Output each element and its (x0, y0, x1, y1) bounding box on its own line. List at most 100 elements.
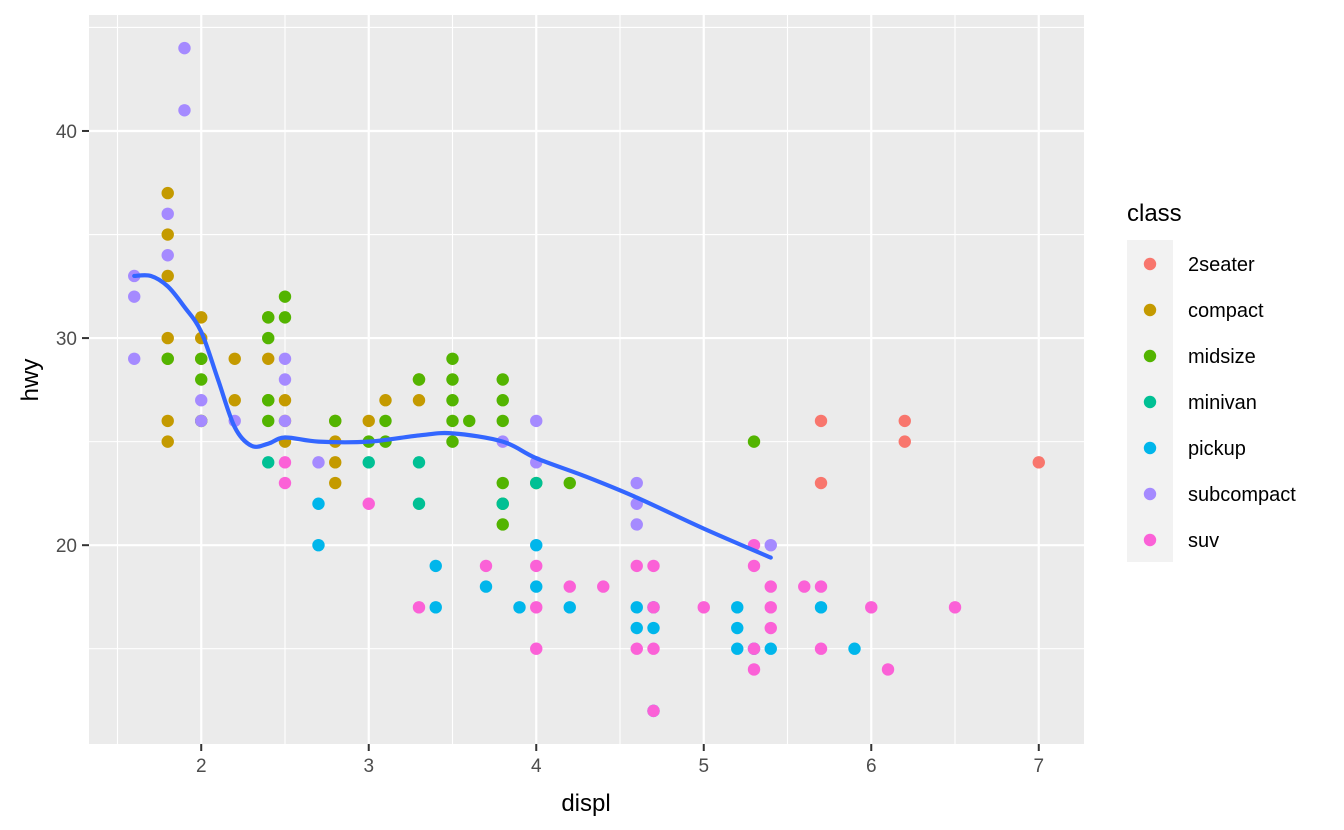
data-point-midsize (262, 414, 275, 428)
legend-key-minivan (1143, 395, 1157, 409)
data-point-suv (362, 497, 375, 510)
legend-title: class (1127, 200, 1182, 227)
data-point-midsize (278, 311, 292, 324)
data-point-compact (228, 352, 241, 365)
data-point-compact (161, 331, 174, 345)
data-point-pickup (848, 642, 861, 655)
data-point-subcompact (278, 352, 292, 365)
data-point-pickup (630, 621, 643, 635)
data-point-compact (278, 394, 292, 407)
legend-label-subcompact: subcompact (1188, 484, 1296, 506)
data-point-suv (278, 476, 292, 490)
data-point-subcompact (195, 414, 208, 428)
data-point-suv (764, 601, 777, 614)
data-point-pickup (630, 601, 643, 614)
data-point-midsize (412, 373, 426, 386)
data-point-pickup (731, 621, 744, 635)
data-point-midsize (496, 414, 509, 428)
minor-gridlines (89, 15, 1084, 744)
x-tick-label: 7 (1033, 756, 1044, 777)
data-point-suv (865, 601, 878, 614)
legend-label-minivan: minivan (1188, 392, 1257, 414)
y-tick-label: 20 (56, 536, 77, 557)
data-point-subcompact (530, 414, 543, 428)
data-point-subcompact (128, 352, 141, 365)
smooth-line-layer (132, 273, 773, 560)
data-point-midsize (563, 476, 576, 490)
data-point-compact (379, 394, 392, 407)
data-point-subcompact (178, 41, 191, 55)
data-point-subcompact (630, 476, 643, 490)
data-point-suv (814, 642, 828, 655)
data-point-pickup (479, 580, 493, 593)
data-point-midsize (446, 414, 459, 428)
y-axis: 20 30 40 (56, 122, 89, 557)
data-point-pickup (731, 642, 744, 655)
data-point-midsize (446, 373, 459, 386)
data-point-suv (647, 601, 660, 614)
data-point-midsize (195, 373, 208, 386)
data-point-compact (412, 394, 426, 407)
data-point-midsize (262, 311, 275, 324)
data-point-suv (630, 559, 643, 573)
data-point-compact (161, 228, 174, 241)
data-point-pickup (312, 538, 325, 552)
data-point-suv (530, 559, 543, 573)
data-point-subcompact (278, 414, 292, 428)
legend-label-pickup: pickup (1188, 438, 1246, 460)
data-point-compact (329, 476, 342, 490)
data-point-midsize (161, 352, 174, 365)
data-point-suv (412, 601, 426, 614)
data-point-minivan (412, 456, 426, 469)
legend: class 2seater compact midsize minivan pickup… (1127, 200, 1296, 562)
y-tick-label: 30 (56, 329, 77, 350)
data-point-pickup (731, 601, 744, 614)
data-point-subcompact (278, 373, 292, 386)
data-point-pickup (530, 580, 543, 593)
data-point-pickup (647, 621, 660, 635)
data-point-midsize (747, 435, 761, 448)
major-gridlines (89, 15, 1084, 744)
y-tick-label: 40 (56, 122, 77, 143)
data-point-minivan (262, 456, 275, 469)
data-point-suv (798, 580, 811, 593)
data-point-pickup (429, 601, 442, 614)
data-point-compact (228, 394, 241, 407)
data-point-suv (881, 663, 895, 676)
data-point-pickup (429, 559, 442, 573)
legend-key-midsize (1143, 349, 1157, 363)
data-point-subcompact (764, 538, 777, 552)
legend-label-midsize: midsize (1188, 346, 1256, 368)
data-point-compact (161, 414, 174, 428)
data-points (128, 41, 1045, 718)
data-point-suv (563, 580, 576, 593)
data-point-midsize (278, 290, 292, 303)
data-point-subcompact (161, 249, 174, 262)
data-point-midsize (463, 414, 476, 428)
data-point-suv (647, 559, 660, 573)
data-point-midsize (446, 394, 459, 407)
data-point-suv (764, 580, 777, 593)
data-point-suv (630, 642, 643, 655)
data-point-suv (530, 642, 543, 655)
data-point-suv (747, 559, 761, 573)
data-point-subcompact (161, 207, 174, 221)
data-point-subcompact (178, 104, 191, 117)
data-point-suv (747, 642, 761, 655)
legend-label-suv: suv (1188, 530, 1219, 552)
data-point-suv (814, 580, 828, 593)
data-point-pickup (513, 601, 526, 614)
data-point-2seater (898, 435, 911, 448)
data-point-suv (948, 601, 962, 614)
data-point-subcompact (195, 394, 208, 407)
data-point-midsize (496, 394, 509, 407)
legend-key-subcompact (1143, 487, 1157, 501)
data-point-pickup (764, 642, 777, 655)
smooth-trend-line (132, 273, 773, 560)
data-point-suv (764, 621, 777, 635)
legend-key-suv (1143, 533, 1157, 547)
data-point-compact (195, 311, 208, 324)
x-tick-label: 5 (698, 756, 709, 777)
data-point-midsize (195, 352, 208, 365)
data-point-pickup (563, 601, 576, 614)
